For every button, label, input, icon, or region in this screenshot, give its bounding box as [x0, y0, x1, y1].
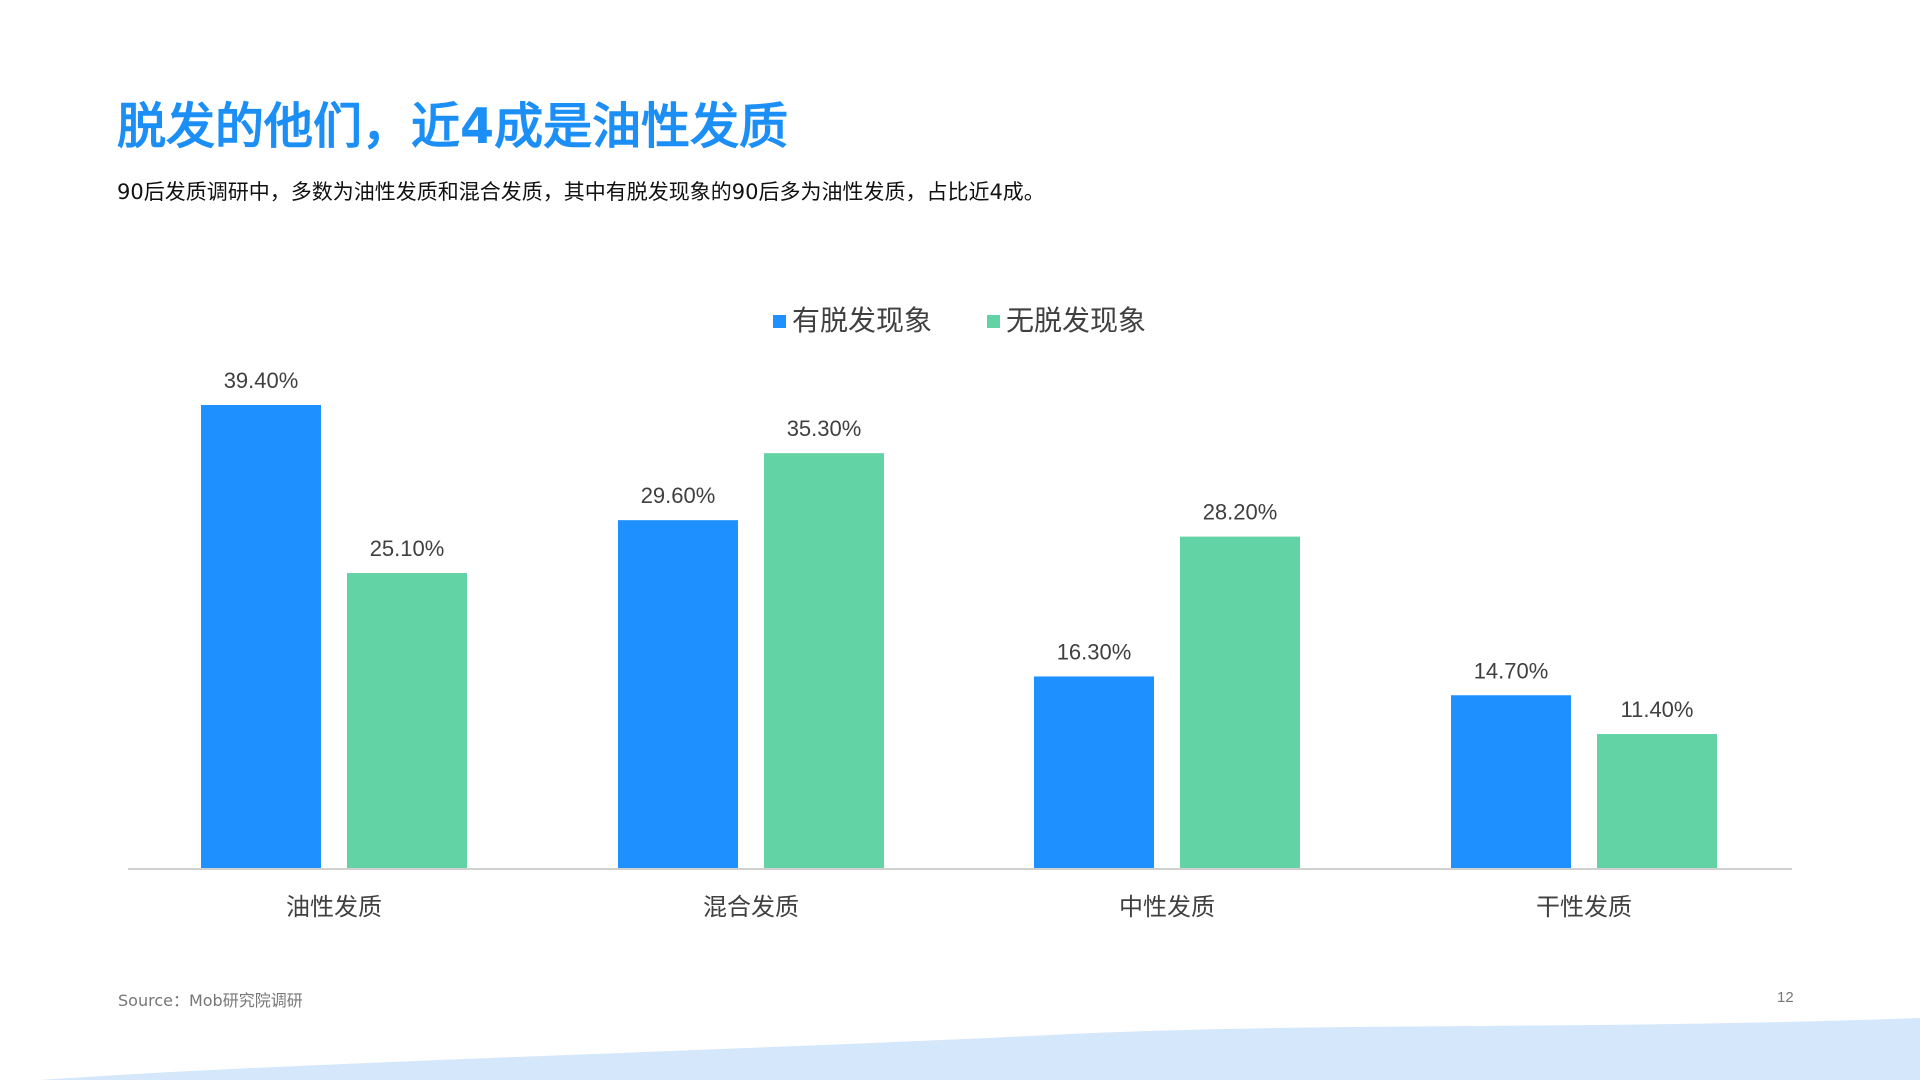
bar-series-2-3 [1180, 536, 1300, 868]
data-label-series-1-2: 29.60% [641, 483, 716, 508]
data-label-series-1-3: 16.30% [1057, 639, 1132, 664]
legend-label-series-2: 无脱发现象 [1006, 304, 1147, 337]
chart-category-labels: 油性发质 混合发质 中性发质 干性发质 [286, 893, 1632, 921]
category-label-2: 混合发质 [703, 893, 799, 921]
legend-item-series-2: 无脱发现象 [987, 301, 1146, 341]
data-label-series-2-3: 28.20% [1203, 500, 1278, 525]
bar-series-1-3 [1034, 676, 1154, 868]
chart-bars [201, 405, 1717, 868]
bar-series-2-2 [764, 453, 884, 868]
category-label-3: 中性发质 [1119, 893, 1215, 921]
page-subtitle: 90后发质调研中，多数为油性发质和混合发质，其中有脱发现象的90后多为油性发质，… [117, 180, 1045, 204]
data-label-series-2-2: 35.30% [787, 416, 862, 441]
legend-item-series-1: 有脱发现象 [773, 301, 932, 341]
legend-swatch-series-1 [773, 314, 786, 328]
chart-value-labels: 39.40% 25.10% 29.60% 35.30% 16.30% 28.20% 14.7… [224, 368, 1694, 722]
data-label-series-1-4: 14.70% [1474, 658, 1549, 683]
data-label-series-2-1: 25.10% [370, 536, 445, 561]
data-label-series-2-4: 11.40% [1621, 697, 1694, 722]
bar-series-1-1 [201, 405, 321, 868]
bar-series-2-4 [1597, 734, 1717, 868]
source-note: Source：Mob研究院调研 [118, 991, 303, 1010]
legend-label-series-1: 有脱发现象 [792, 304, 933, 337]
page-number: 12 [1777, 989, 1794, 1006]
page-title: 脱发的他们，近4成是油性发质 [117, 98, 789, 155]
category-label-4: 干性发质 [1536, 893, 1632, 921]
legend-swatch-series-2 [987, 314, 1001, 328]
bar-series-2-1 [347, 573, 467, 868]
chart-legend: 有脱发现象 无脱发现象 [773, 301, 1146, 341]
data-label-series-1-1: 39.40% [224, 368, 299, 393]
category-label-1: 油性发质 [286, 893, 382, 921]
bar-series-1-4 [1451, 695, 1571, 868]
bar-series-1-2 [618, 520, 738, 868]
